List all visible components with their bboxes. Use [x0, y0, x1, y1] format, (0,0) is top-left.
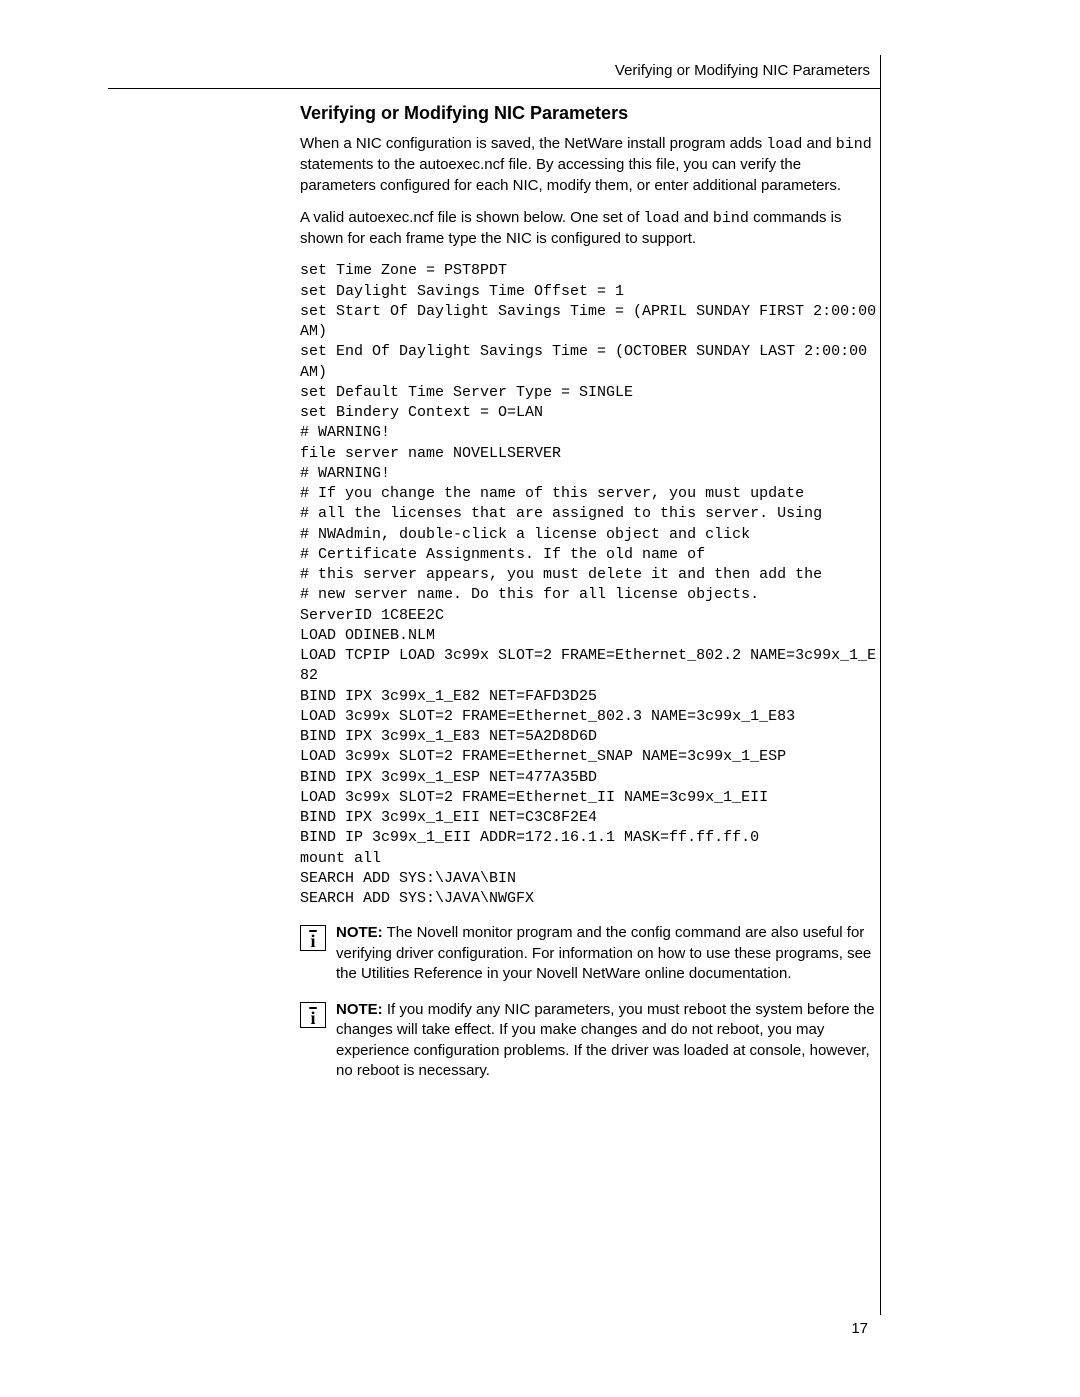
text: and — [680, 209, 713, 226]
info-glyph: i — [310, 932, 315, 950]
paragraph-2: A valid autoexec.ncf file is shown below… — [300, 208, 878, 250]
info-glyph: i — [310, 1009, 315, 1027]
text: and — [802, 135, 835, 152]
note-text: NOTE: If you modify any NIC parameters, … — [336, 1000, 878, 1081]
vertical-rule — [880, 55, 881, 1315]
code-listing: set Time Zone = PST8PDT set Daylight Sav… — [300, 261, 878, 909]
running-header: Verifying or Modifying NIC Parameters — [615, 62, 870, 79]
code-inline: bind — [713, 210, 749, 227]
code-inline: load — [766, 136, 802, 153]
text: statements to the autoexec.ncf file. By … — [300, 156, 841, 193]
code-inline: bind — [836, 136, 872, 153]
text: A valid autoexec.ncf file is shown below… — [300, 209, 644, 226]
section-heading: Verifying or Modifying NIC Parameters — [300, 103, 878, 124]
page-number: 17 — [851, 1320, 868, 1337]
content-area: Verifying or Modifying NIC Parameters Wh… — [300, 103, 878, 1081]
note-1: i NOTE: The Novell monitor program and t… — [300, 923, 878, 984]
note-label: NOTE: — [336, 1001, 383, 1018]
note-body: The Novell monitor program and the confi… — [336, 924, 871, 982]
note-2: i NOTE: If you modify any NIC parameters… — [300, 1000, 878, 1081]
note-text: NOTE: The Novell monitor program and the… — [336, 923, 878, 984]
info-icon: i — [300, 1002, 326, 1028]
header-rule — [108, 88, 880, 89]
text: When a NIC configuration is saved, the N… — [300, 135, 766, 152]
info-icon: i — [300, 925, 326, 951]
note-label: NOTE: — [336, 924, 383, 941]
page-container: Verifying or Modifying NIC Parameters Ve… — [0, 0, 1080, 1397]
paragraph-1: When a NIC configuration is saved, the N… — [300, 134, 878, 196]
code-inline: load — [644, 210, 680, 227]
note-body: If you modify any NIC parameters, you mu… — [336, 1001, 875, 1079]
